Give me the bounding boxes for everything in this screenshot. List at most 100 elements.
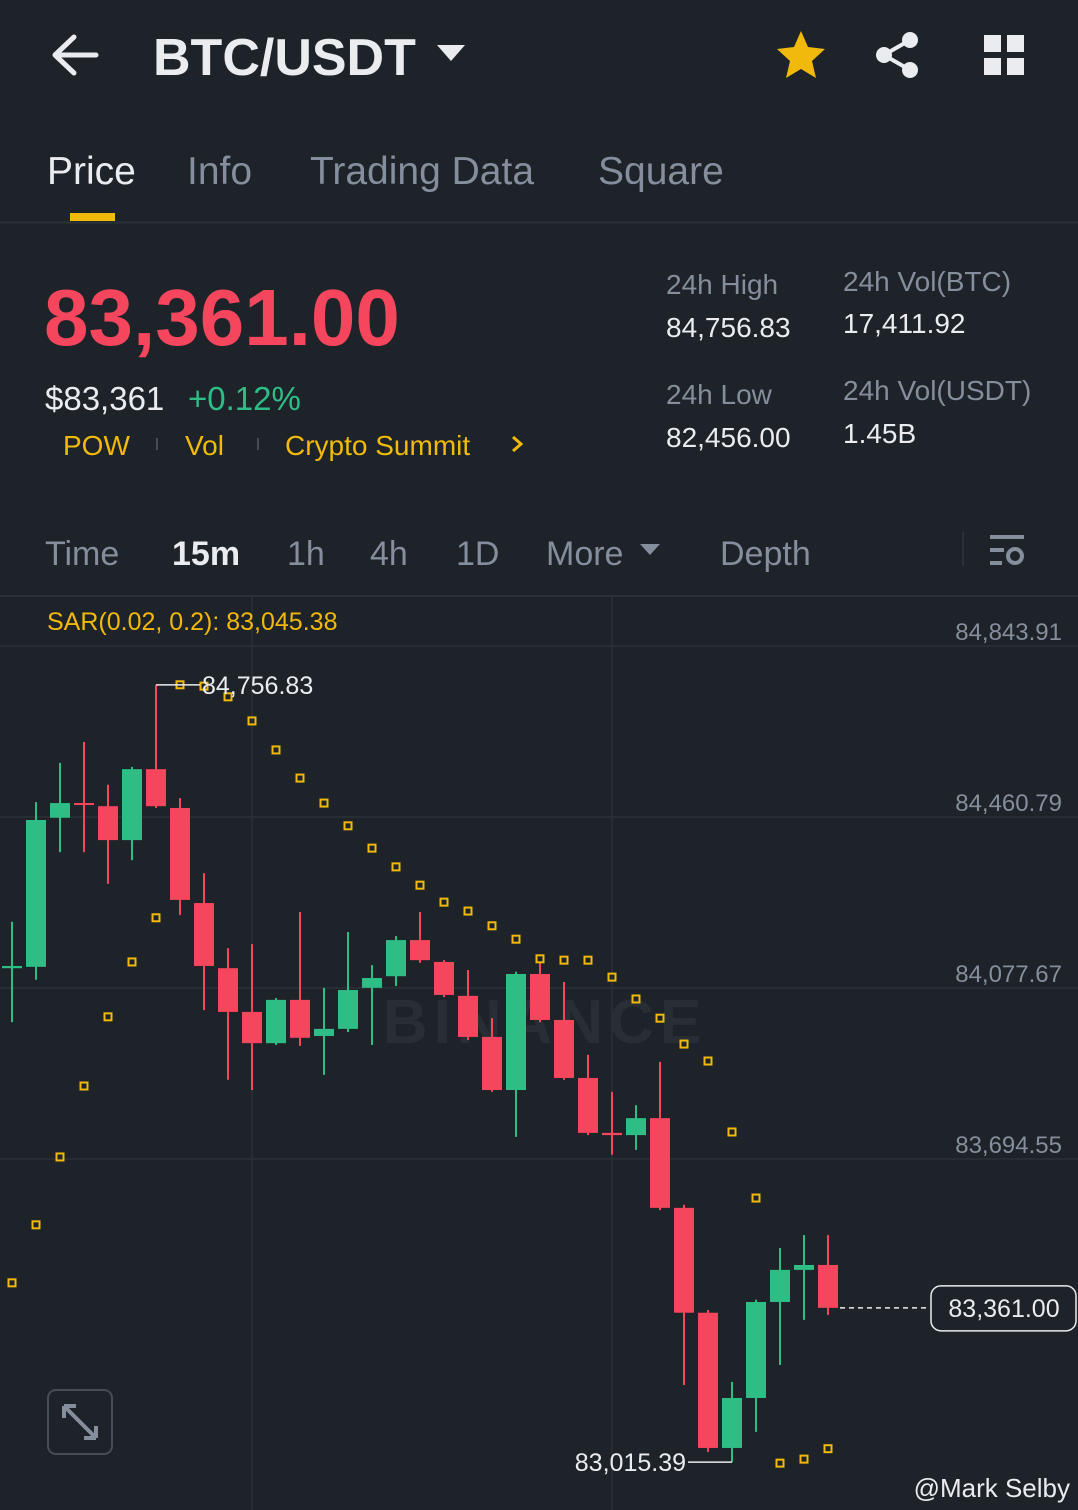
sar-dot xyxy=(79,1081,89,1091)
sar-dot xyxy=(607,972,617,982)
candle-body xyxy=(194,903,214,966)
interval[interactable]: 4h xyxy=(370,535,408,573)
stat-value: 1.45B xyxy=(843,418,916,449)
sar-dot xyxy=(55,1152,65,1162)
sar-dot xyxy=(823,1444,833,1454)
price-change: +0.12% xyxy=(188,380,301,417)
sar-dot xyxy=(151,913,161,923)
sar-dot xyxy=(511,934,521,944)
grid-square xyxy=(1007,58,1024,75)
stat-label: 24h Vol(BTC) xyxy=(843,266,1011,297)
tab[interactable]: Info xyxy=(187,150,252,193)
sar-dot xyxy=(655,1013,665,1023)
stat-label: 24h Vol(USDT) xyxy=(843,375,1031,406)
sar-dot xyxy=(223,692,233,702)
sar-dot xyxy=(31,1220,41,1230)
settings-gear xyxy=(1006,547,1024,565)
symbol-selector[interactable]: BTC/USDT xyxy=(153,29,465,87)
more-dropdown-icon xyxy=(640,544,660,555)
indicator-label: SAR(0.02, 0.2): 83,045.38 xyxy=(47,608,337,636)
stat-label: 24h High xyxy=(666,269,778,300)
tag[interactable]: Crypto Summit xyxy=(285,430,470,461)
y-tick-label: 84,843.91 xyxy=(955,619,1062,646)
candle-body xyxy=(794,1264,814,1270)
candle-body xyxy=(698,1312,718,1448)
tab[interactable]: Price xyxy=(47,150,136,193)
interval[interactable]: Depth xyxy=(720,535,811,573)
button-frame xyxy=(47,1389,113,1455)
sar-dot xyxy=(415,880,425,890)
sar-dot xyxy=(751,1193,761,1203)
chart-settings[interactable] xyxy=(990,535,1024,565)
interval[interactable]: Time xyxy=(45,535,119,573)
share-button[interactable] xyxy=(876,32,918,78)
candle-body xyxy=(482,1036,502,1091)
sar-dot xyxy=(367,843,377,853)
sar-dot xyxy=(679,1039,689,1049)
stat-value: 82,456.00 xyxy=(666,422,791,453)
low-label: 83,015.39 xyxy=(575,1449,686,1477)
interval[interactable]: 15m xyxy=(172,535,240,573)
stat-value: 84,756.83 xyxy=(666,312,791,343)
last-price-box xyxy=(930,1285,1077,1332)
sar-dot xyxy=(439,897,449,907)
sar-dot xyxy=(247,716,257,726)
candle-body xyxy=(266,999,286,1044)
candle-body xyxy=(314,1028,334,1037)
candle-body xyxy=(410,940,430,961)
usd-price: $83,361 xyxy=(45,380,164,417)
sar-dot xyxy=(271,745,281,755)
sar-dot xyxy=(295,773,305,783)
sar-dot xyxy=(775,1458,785,1468)
candle-body xyxy=(146,769,166,807)
tag[interactable]: POW xyxy=(63,430,130,461)
back-arrow xyxy=(52,34,99,76)
plot: 84,843.91 84,460.79 84,077.67 83,694.55 84,7… xyxy=(0,619,1078,1477)
stat-value: 17,411.92 xyxy=(843,308,966,339)
grid-square xyxy=(984,35,1001,52)
tag[interactable]: Vol xyxy=(185,430,224,461)
menu-grid[interactable] xyxy=(984,35,1024,75)
candle-body xyxy=(338,990,358,1029)
last-price-label: 83,361.00 xyxy=(948,1295,1059,1323)
candle-body xyxy=(386,940,406,977)
candle-body xyxy=(218,968,238,1012)
y-tick-label: 83,694.55 xyxy=(955,1132,1062,1159)
candle-body xyxy=(2,965,22,969)
candle-body xyxy=(554,1019,574,1078)
interval[interactable]: 1D xyxy=(456,535,499,573)
candle-body xyxy=(602,1132,622,1136)
sar-dot xyxy=(103,1012,113,1022)
tab[interactable]: Trading Data xyxy=(310,150,534,193)
candle-body xyxy=(722,1397,742,1448)
y-tick-label: 84,460.79 xyxy=(955,790,1062,817)
interval[interactable]: 1h xyxy=(287,535,325,573)
candle-body xyxy=(170,807,190,900)
last-price: 83,361.00 xyxy=(44,273,400,362)
sar-dot xyxy=(727,1127,737,1137)
candle-body xyxy=(530,973,550,1020)
sar-dot xyxy=(391,862,401,872)
candle-body xyxy=(578,1077,598,1133)
stat-label: 24h Low xyxy=(666,379,773,410)
candle-body xyxy=(506,973,526,1091)
sar-dot xyxy=(703,1056,713,1066)
sar-dot xyxy=(7,1278,17,1288)
expand-icon xyxy=(62,1404,98,1440)
candle-body xyxy=(362,978,382,988)
tab-indicator xyxy=(70,213,115,221)
candle-body xyxy=(242,1011,262,1044)
tab[interactable]: Square xyxy=(598,150,724,193)
fullscreen-button[interactable] xyxy=(47,1389,113,1455)
back-button[interactable] xyxy=(52,34,99,76)
interval[interactable]: More xyxy=(546,535,623,573)
chevron xyxy=(512,435,524,453)
favorite-star[interactable] xyxy=(777,31,825,78)
dropdown-icon xyxy=(437,45,465,61)
candle-body xyxy=(122,769,142,841)
high-label: 84,756.83 xyxy=(202,672,313,700)
sar-dot xyxy=(199,681,209,691)
candle-body xyxy=(458,995,478,1037)
